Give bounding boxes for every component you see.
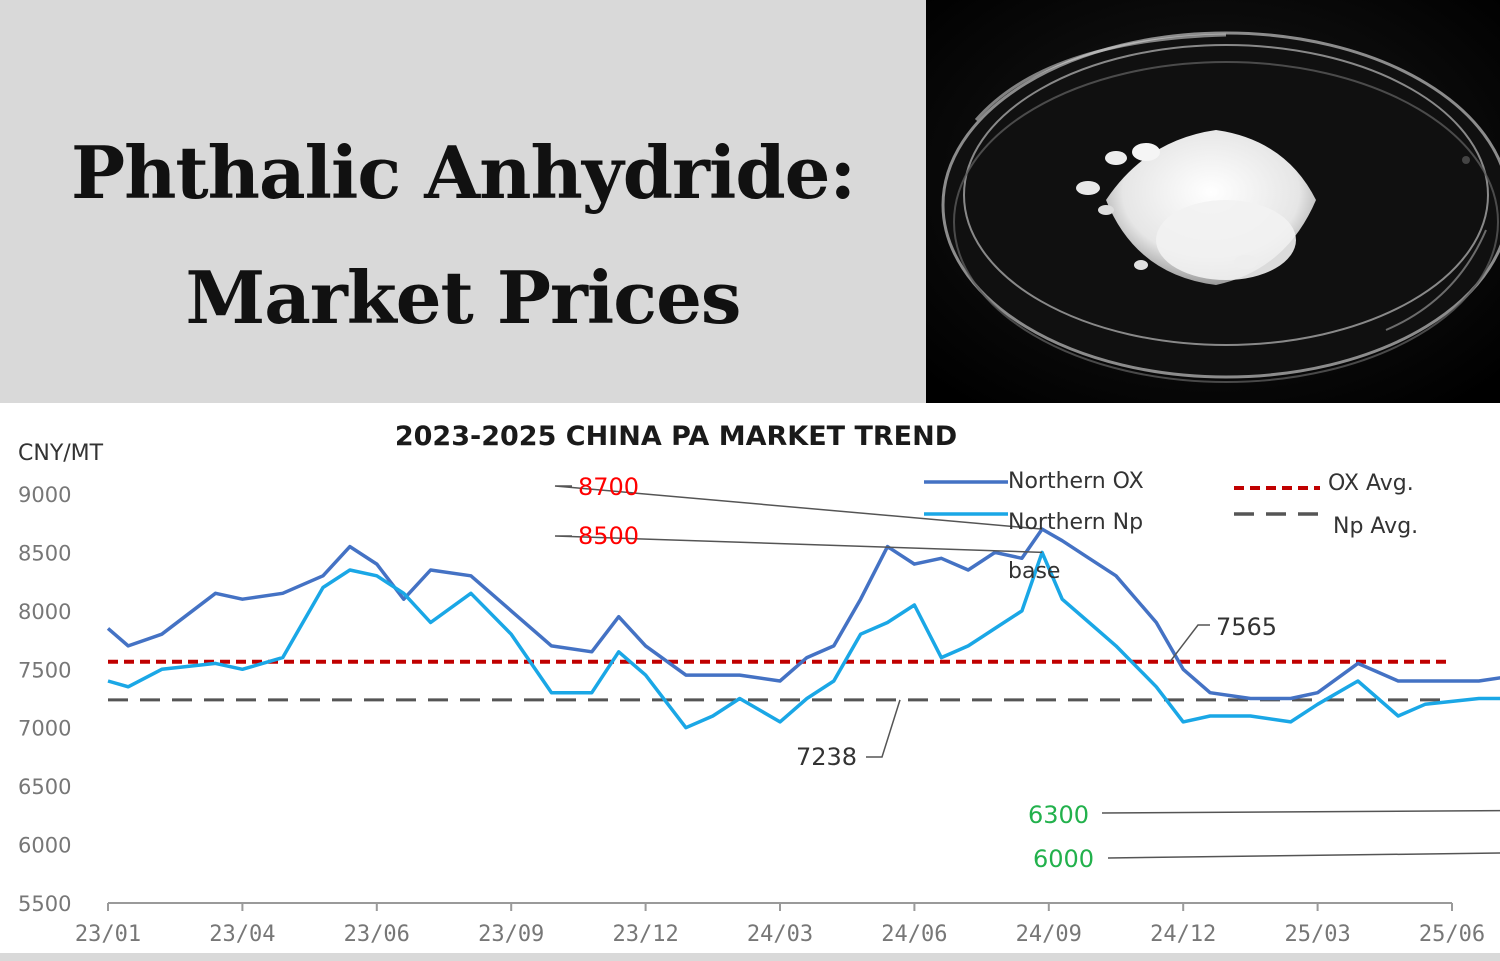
average-lines [108,659,1452,702]
title-banner: Phthalic Anhydride: Market Prices [0,0,926,403]
legend-np-label: Northern Np [1008,510,1143,535]
ox-avg-label: 7565 [1216,613,1277,641]
np-high-leader [554,535,1043,554]
x-tick-label: 23/01 [75,922,141,947]
title-line-2: Market Prices [185,255,742,340]
legend-np-label-cont: base [1008,559,1060,584]
y-axis-label: CNY/MT [18,441,104,466]
y-tick-label: 6000 [18,834,71,858]
x-axis-ticks: 23/01 23/04 23/06 23/09 23/12 24/03 24/06 24/09… [75,903,1485,947]
y-tick-label: 8000 [18,600,71,624]
ox-low-leader [1101,809,1500,814]
x-tick-label: 23/12 [612,922,678,947]
x-tick-label: 24/03 [747,922,813,947]
series-lines [106,527,1500,730]
x-tick-label: 23/06 [344,922,410,947]
legend-ox-label: Northern OX [1008,469,1144,494]
x-tick-label: 24/12 [1150,922,1216,947]
ox-high-label: 8700 [578,473,639,501]
bottom-strip [0,953,1500,961]
ox-low-label: 6300 [1028,801,1089,829]
product-photo [926,0,1500,403]
page-title: Phthalic Anhydride: Market Prices [0,110,926,360]
petri-dish-image [926,0,1500,403]
x-tick-label: 23/09 [478,922,544,947]
y-tick-label: 5500 [18,892,71,916]
x-tick-label: 24/09 [1016,922,1082,947]
chart-title: 2023-2025 CHINA PA MARKET TREND [395,421,957,452]
title-line-1: Phthalic Anhydride: [70,130,856,215]
np-avg-label: 7238 [796,743,857,771]
ox-avg-leader [1169,624,1210,663]
x-tick-label: 25/06 [1419,922,1485,947]
np-low-leader [1107,852,1500,859]
y-tick-label: 8500 [18,541,71,565]
x-tick-label: 23/04 [209,922,275,947]
y-tick-label: 6500 [18,775,71,799]
y-tick-label: 9000 [18,483,71,507]
ox-series-line [106,527,1500,701]
np-series-line [107,550,1500,730]
legend-ox-avg-label: OX Avg. [1328,471,1414,496]
y-tick-label: 7500 [18,658,71,682]
y-tick-label: 7000 [18,717,71,741]
legend-np-avg-label: Np Avg. [1333,514,1418,539]
x-tick-label: 24/06 [881,922,947,947]
np-avg-leader [866,699,901,758]
ox-high-leader [554,485,1043,530]
chart-legend: Northern OX Northern Np base OX Avg. Np … [924,469,1418,584]
np-high-label: 8500 [578,522,639,550]
price-trend-chart: 2023-2025 CHINA PA MARKET TREND CNY/MT 9… [18,421,1500,947]
chart-panel: 2023-2025 CHINA PA MARKET TREND CNY/MT 9… [0,403,1500,961]
np-low-label: 6000 [1033,845,1094,873]
y-axis-ticks: 9000 8500 8000 7500 7000 6500 6000 5500 [18,483,71,916]
annotation-leaders [554,485,1500,859]
x-tick-label: 25/03 [1284,922,1350,947]
